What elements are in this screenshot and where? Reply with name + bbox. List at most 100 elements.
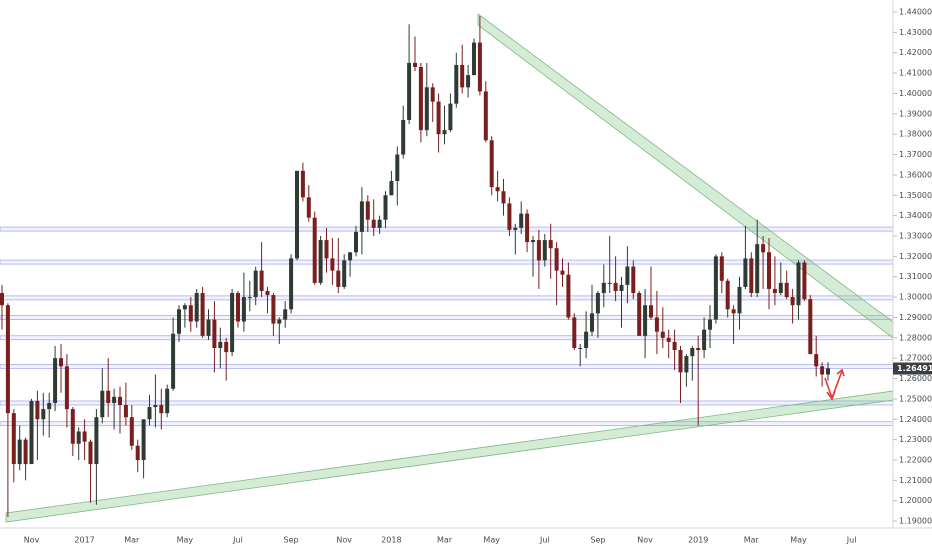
y-tick-label: 1.34000 bbox=[899, 211, 932, 220]
level-zone bbox=[0, 335, 894, 341]
candle-body bbox=[719, 256, 724, 281]
y-tick-label: 1.30000 bbox=[899, 293, 932, 302]
candle-body bbox=[820, 366, 825, 375]
candle-body bbox=[377, 219, 382, 228]
candle-body bbox=[123, 405, 128, 418]
candle-body bbox=[53, 358, 58, 403]
projection-arrow bbox=[824, 368, 845, 401]
candle-body bbox=[70, 409, 75, 444]
candle-body bbox=[395, 154, 400, 182]
candle-body bbox=[725, 280, 730, 310]
levels bbox=[0, 226, 894, 427]
y-tick-label: 1.21000 bbox=[899, 476, 932, 485]
candle-body bbox=[11, 413, 16, 465]
x-tick-label: 2019 bbox=[688, 536, 708, 545]
candle-body bbox=[47, 402, 52, 410]
candle-body bbox=[76, 431, 81, 444]
candle-body bbox=[259, 270, 264, 291]
candle-body bbox=[814, 354, 819, 367]
candle-body bbox=[342, 260, 347, 287]
candle-body bbox=[171, 333, 176, 389]
candle-body bbox=[625, 266, 630, 285]
candle-body bbox=[649, 305, 653, 318]
candle-body bbox=[708, 319, 712, 330]
candle-body bbox=[236, 293, 240, 322]
candle-body bbox=[702, 329, 707, 351]
candle-body bbox=[808, 299, 813, 355]
candle-body bbox=[531, 240, 535, 243]
candle-body bbox=[737, 286, 742, 314]
y-tick-label: 1.36000 bbox=[899, 170, 932, 179]
candle-body bbox=[761, 244, 766, 253]
candle-body bbox=[354, 231, 358, 253]
candle-body bbox=[554, 248, 559, 271]
candle-body bbox=[595, 293, 600, 314]
x-tick-label: Mar bbox=[437, 536, 453, 545]
y-tick-label: 1.24000 bbox=[899, 415, 932, 424]
last-price-tag bbox=[893, 362, 932, 375]
candle-body bbox=[100, 390, 105, 418]
candle-body bbox=[442, 130, 447, 135]
candle-body bbox=[413, 62, 417, 67]
candle-body bbox=[365, 201, 370, 220]
arrow-head bbox=[826, 390, 836, 401]
candle-body bbox=[495, 187, 500, 192]
candle-body bbox=[643, 305, 648, 336]
candle-body bbox=[525, 213, 530, 243]
candle-body bbox=[118, 396, 122, 406]
candle-body bbox=[519, 213, 524, 228]
candle-body bbox=[584, 331, 589, 348]
candle-body bbox=[88, 441, 93, 465]
candle-body bbox=[165, 388, 170, 414]
candle-body bbox=[188, 305, 193, 322]
candle-body bbox=[772, 288, 777, 294]
candle-body bbox=[206, 319, 211, 336]
y-tick-label: 1.33000 bbox=[899, 232, 932, 241]
x-tick-label: 2017 bbox=[74, 536, 94, 545]
candle-body bbox=[796, 262, 801, 306]
candle-body bbox=[613, 282, 618, 291]
axes: 1.19000 1.20000 1.21000 1.22000 1.23000 1.240… bbox=[24, 8, 932, 545]
candle-body bbox=[59, 358, 63, 367]
y-tick-label: 1.40000 bbox=[899, 89, 932, 98]
y-tick-label: 1.41000 bbox=[899, 69, 932, 78]
x-tick-label: Nov bbox=[336, 536, 352, 545]
candle-body bbox=[23, 439, 28, 465]
candle-body bbox=[826, 368, 830, 375]
candle-body bbox=[265, 290, 270, 296]
candle-body bbox=[684, 356, 689, 373]
x-tick-label: Mar bbox=[124, 536, 140, 545]
level-zone bbox=[0, 295, 894, 301]
candle-body bbox=[501, 191, 506, 204]
candle-body bbox=[277, 319, 282, 324]
level-zone bbox=[0, 400, 894, 406]
candle-body bbox=[690, 347, 695, 357]
candle-body bbox=[295, 170, 299, 259]
x-tick-label: Jul bbox=[846, 536, 857, 545]
candle-body bbox=[560, 270, 565, 275]
candle-body bbox=[460, 64, 465, 88]
y-tick-label: 1.22000 bbox=[899, 455, 932, 464]
candle-body bbox=[241, 297, 246, 322]
candle-body bbox=[418, 66, 423, 131]
y-tick-label: 1.19000 bbox=[899, 517, 932, 526]
candle-body bbox=[247, 297, 252, 299]
candle-body bbox=[802, 262, 807, 300]
candle-body bbox=[666, 337, 671, 342]
candle-body bbox=[283, 309, 288, 320]
arrow-head bbox=[836, 368, 845, 377]
candle-body bbox=[784, 282, 789, 298]
candle-body bbox=[548, 240, 553, 249]
x-tick-label: May bbox=[483, 536, 500, 545]
candle-body bbox=[507, 203, 512, 230]
candle-body bbox=[336, 270, 341, 287]
y-tick-label: 1.28000 bbox=[899, 333, 932, 342]
candle-body bbox=[424, 87, 429, 131]
candle-body bbox=[578, 347, 583, 349]
x-tick-label: Jul bbox=[232, 536, 243, 545]
candle-body bbox=[135, 445, 140, 460]
y-tick-label: 1.35000 bbox=[899, 191, 932, 200]
candle-body bbox=[454, 64, 459, 104]
candle-body bbox=[407, 62, 412, 120]
